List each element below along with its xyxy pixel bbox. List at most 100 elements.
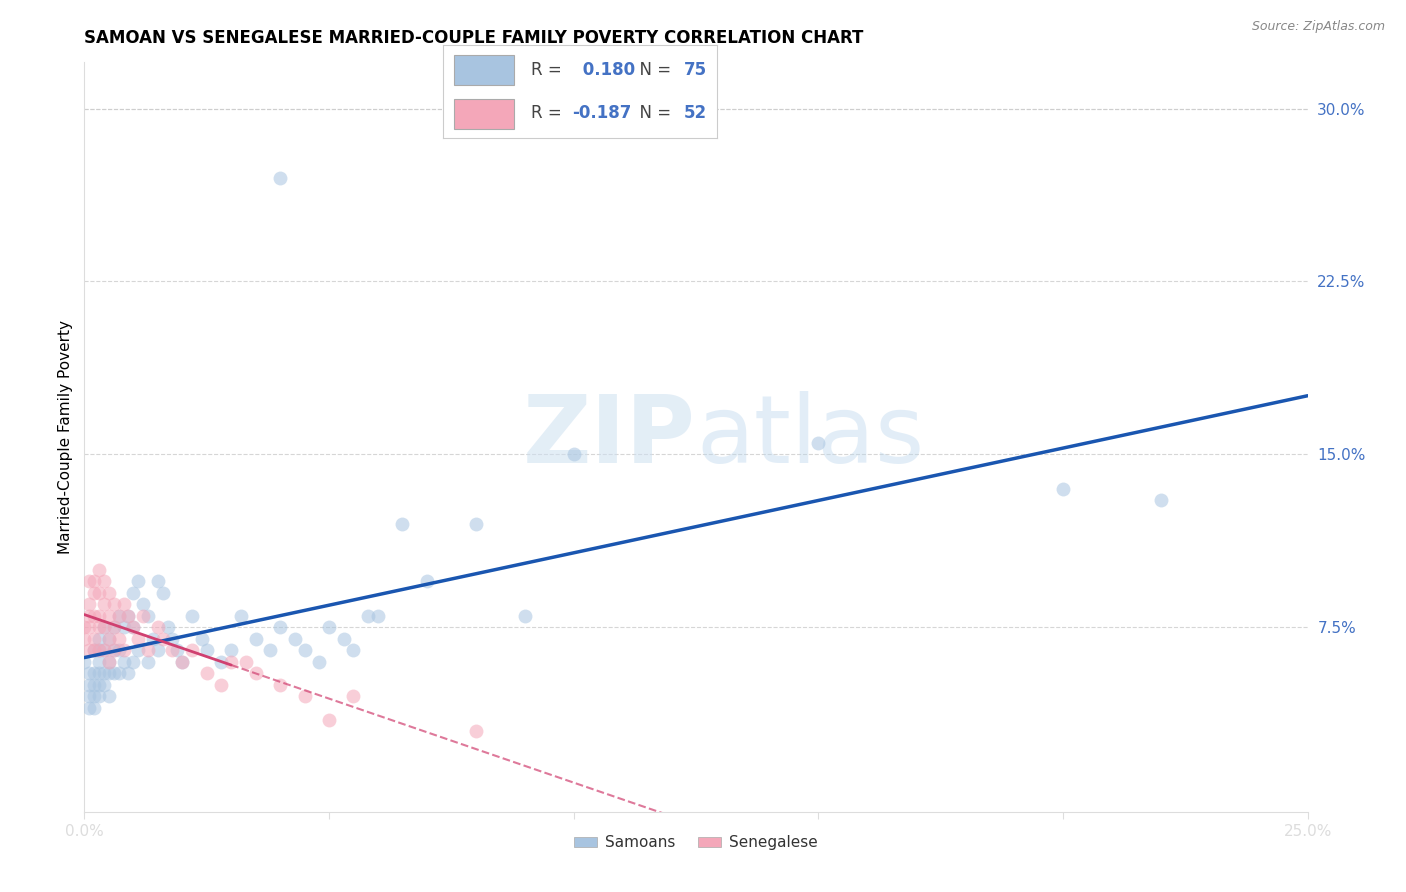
Point bbox=[73, 632, 96, 646]
Point bbox=[93, 643, 115, 657]
Point bbox=[562, 447, 585, 461]
Point bbox=[308, 655, 330, 669]
Point bbox=[146, 620, 169, 634]
Point bbox=[107, 643, 129, 657]
Point bbox=[464, 724, 486, 739]
Point bbox=[146, 643, 169, 657]
Point bbox=[464, 516, 486, 531]
Point bbox=[416, 574, 439, 589]
Point bbox=[107, 608, 129, 623]
Point bbox=[181, 608, 204, 623]
Point bbox=[77, 643, 100, 657]
Point bbox=[152, 585, 174, 599]
Point bbox=[122, 620, 145, 634]
Point bbox=[219, 643, 242, 657]
Text: N =: N = bbox=[630, 61, 676, 78]
Point bbox=[87, 643, 110, 657]
Point bbox=[93, 643, 115, 657]
Point bbox=[87, 563, 110, 577]
Legend: Samoans, Senegalese: Samoans, Senegalese bbox=[568, 830, 824, 856]
Point bbox=[97, 585, 120, 599]
FancyBboxPatch shape bbox=[454, 99, 515, 129]
Point bbox=[77, 690, 100, 704]
Text: 0.180: 0.180 bbox=[578, 61, 636, 78]
Point bbox=[107, 632, 129, 646]
Point bbox=[77, 574, 100, 589]
Point bbox=[117, 666, 139, 681]
Point bbox=[219, 655, 242, 669]
Text: Source: ZipAtlas.com: Source: ZipAtlas.com bbox=[1251, 20, 1385, 33]
Point bbox=[245, 666, 267, 681]
Point bbox=[93, 597, 115, 611]
Point bbox=[181, 643, 204, 657]
Text: SAMOAN VS SENEGALESE MARRIED-COUPLE FAMILY POVERTY CORRELATION CHART: SAMOAN VS SENEGALESE MARRIED-COUPLE FAMI… bbox=[84, 29, 863, 47]
Point bbox=[367, 608, 389, 623]
Point bbox=[156, 620, 179, 634]
Point bbox=[93, 678, 115, 692]
Point bbox=[229, 608, 252, 623]
Point bbox=[172, 655, 194, 669]
Point bbox=[245, 632, 267, 646]
Text: 52: 52 bbox=[685, 104, 707, 122]
Text: N =: N = bbox=[630, 104, 676, 122]
Point bbox=[136, 643, 159, 657]
Point bbox=[122, 620, 145, 634]
Point bbox=[103, 643, 125, 657]
Point bbox=[93, 666, 115, 681]
Point bbox=[132, 597, 155, 611]
Text: atlas: atlas bbox=[696, 391, 924, 483]
Point bbox=[1150, 493, 1173, 508]
Point bbox=[127, 574, 149, 589]
Point bbox=[93, 620, 115, 634]
Point bbox=[112, 655, 135, 669]
Point bbox=[83, 678, 105, 692]
Point bbox=[97, 655, 120, 669]
Point bbox=[1052, 482, 1074, 496]
FancyBboxPatch shape bbox=[454, 55, 515, 85]
Point bbox=[87, 643, 110, 657]
Point bbox=[318, 713, 340, 727]
Point bbox=[83, 666, 105, 681]
Point bbox=[73, 620, 96, 634]
Point bbox=[83, 632, 105, 646]
Point bbox=[209, 678, 232, 692]
Point bbox=[294, 690, 316, 704]
Point bbox=[87, 690, 110, 704]
Point bbox=[83, 643, 105, 657]
Point bbox=[97, 632, 120, 646]
Point bbox=[136, 608, 159, 623]
Point bbox=[122, 585, 145, 599]
Point bbox=[87, 585, 110, 599]
Text: R =: R = bbox=[530, 61, 567, 78]
Point bbox=[83, 585, 105, 599]
Point bbox=[103, 643, 125, 657]
Text: -0.187: -0.187 bbox=[572, 104, 631, 122]
Point bbox=[87, 678, 110, 692]
Text: ZIP: ZIP bbox=[523, 391, 696, 483]
Point bbox=[97, 666, 120, 681]
Point bbox=[332, 632, 354, 646]
Point bbox=[93, 574, 115, 589]
Point bbox=[87, 608, 110, 623]
Point bbox=[107, 666, 129, 681]
Point bbox=[87, 655, 110, 669]
Point bbox=[103, 620, 125, 634]
Point bbox=[127, 643, 149, 657]
Point bbox=[152, 632, 174, 646]
Text: 75: 75 bbox=[685, 61, 707, 78]
Point bbox=[97, 655, 120, 669]
Point bbox=[87, 666, 110, 681]
Point bbox=[77, 701, 100, 715]
Point bbox=[259, 643, 281, 657]
Point bbox=[136, 655, 159, 669]
Point bbox=[117, 608, 139, 623]
Y-axis label: Married-Couple Family Poverty: Married-Couple Family Poverty bbox=[58, 320, 73, 554]
Text: R =: R = bbox=[530, 104, 567, 122]
Point bbox=[83, 608, 105, 623]
Point bbox=[172, 655, 194, 669]
Point bbox=[209, 655, 232, 669]
Point bbox=[83, 690, 105, 704]
Point bbox=[235, 655, 257, 669]
Point bbox=[77, 620, 100, 634]
Point bbox=[77, 678, 100, 692]
